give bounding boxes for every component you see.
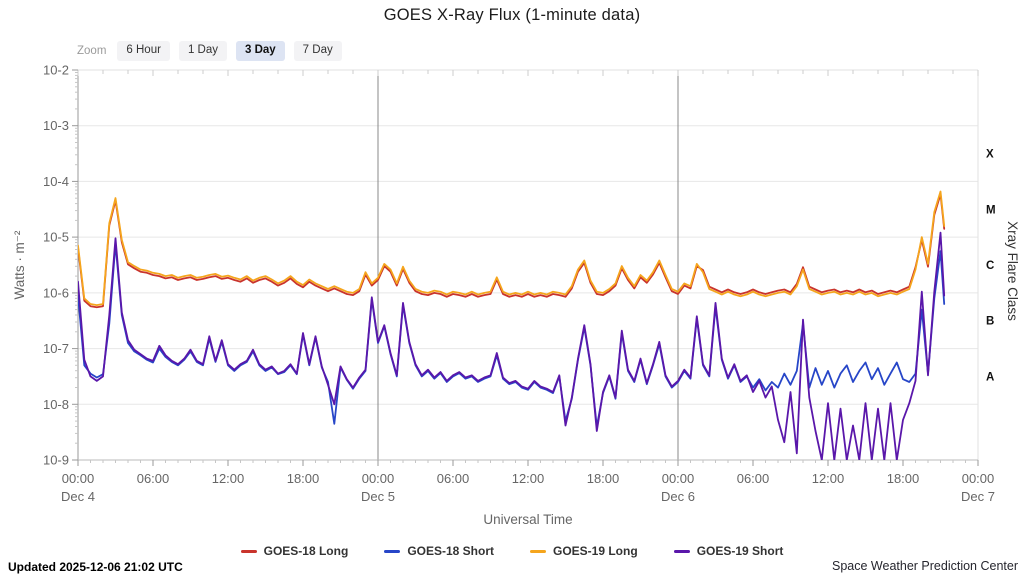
credit-text: Space Weather Prediction Center [832, 559, 1018, 573]
svg-text:10-3: 10-3 [43, 118, 69, 133]
legend-item-goes-19-short[interactable]: GOES-19 Short [673, 544, 784, 558]
legend-swatch-goes-19-short [673, 549, 690, 553]
svg-text:12:00: 12:00 [512, 471, 545, 486]
zoom-controls: Zoom 6 Hour 1 Day 3 Day 7 Day [77, 41, 342, 61]
svg-text:Dec 5: Dec 5 [361, 489, 395, 504]
x-axis-labels: 00:00 Dec 4 06:00 12:00 18:00 00:00 Dec 5 06:00… [61, 471, 995, 504]
svg-text:10-7: 10-7 [43, 341, 69, 356]
zoom-label: Zoom [77, 44, 107, 57]
legend-item-goes-19-long[interactable]: GOES-19 Long [530, 544, 638, 558]
svg-text:06:00: 06:00 [137, 471, 170, 486]
svg-text:10-4: 10-4 [43, 174, 69, 189]
svg-text:10-2: 10-2 [43, 63, 69, 78]
legend-item-goes-18-long[interactable]: GOES-18 Long [240, 544, 349, 558]
svg-text:10-9: 10-9 [43, 453, 69, 468]
legend-swatch-goes-18-long [240, 549, 257, 553]
zoom-button-7-day[interactable]: 7 Day [293, 41, 342, 61]
zoom-button-6-hour[interactable]: 6 Hour [117, 41, 170, 61]
updated-timestamp: Updated 2025-12-06 21:02 UTC [8, 560, 183, 574]
svg-text:Dec 4: Dec 4 [61, 489, 95, 504]
legend-label: GOES-19 Short [696, 544, 784, 558]
legend-swatch-goes-18-short [384, 549, 401, 553]
svg-text:06:00: 06:00 [737, 471, 770, 486]
page-title: GOES X-Ray Flux (1-minute data) [383, 6, 641, 24]
plot-gridlines [78, 69, 979, 460]
series-goes-18-short [78, 242, 946, 428]
svg-text:06:00: 06:00 [437, 471, 470, 486]
svg-text:18:00: 18:00 [587, 471, 620, 486]
svg-text:00:00: 00:00 [62, 471, 95, 486]
svg-text:Dec 6: Dec 6 [661, 489, 695, 504]
svg-text:00:00: 00:00 [362, 471, 395, 486]
y2-axis-title: Xray Flare Class [1005, 221, 1020, 321]
x-axis-title: Universal Time [483, 512, 572, 527]
svg-text:B: B [986, 316, 994, 328]
zoom-button-1-day[interactable]: 1 Day [178, 41, 227, 61]
legend-swatch-goes-19-long [530, 549, 546, 553]
svg-text:18:00: 18:00 [887, 471, 920, 486]
svg-text:C: C [986, 260, 994, 272]
y-axis-labels: 10-2 10-3 10-4 10-5 10-6 10-7 10-8 10-9 [43, 63, 69, 468]
y-axis-title: Watts · m⁻² [12, 230, 27, 299]
svg-text:A: A [986, 371, 994, 383]
series-goes-19-long [78, 190, 946, 306]
svg-text:10-5: 10-5 [43, 230, 69, 245]
svg-text:12:00: 12:00 [812, 471, 845, 486]
svg-text:18:00: 18:00 [287, 471, 320, 486]
flare-class-labels: X M C B A [986, 149, 996, 384]
xray-flux-chart: 10-2 10-3 10-4 10-5 10-6 10-7 10-8 10-9 00:00 Dec… [12, 63, 1020, 528]
legend-item-goes-18-short[interactable]: GOES-18 Short [384, 544, 494, 558]
day-separator-lines [377, 70, 679, 460]
svg-text:00:00: 00:00 [962, 471, 995, 486]
svg-text:10-6: 10-6 [43, 285, 69, 300]
svg-text:Dec 7: Dec 7 [961, 489, 995, 504]
series-goes-19-short [78, 231, 946, 460]
legend-label: GOES-19 Long [553, 544, 638, 558]
svg-text:12:00: 12:00 [212, 471, 245, 486]
svg-text:00:00: 00:00 [662, 471, 695, 486]
legend-label: GOES-18 Long [263, 544, 349, 558]
axes-and-ticks [72, 69, 979, 466]
svg-text:X: X [986, 149, 994, 161]
zoom-button-3-day[interactable]: 3 Day [235, 41, 285, 61]
svg-text:10-8: 10-8 [43, 397, 69, 412]
svg-text:M: M [986, 204, 996, 216]
legend-label: GOES-18 Short [407, 544, 494, 558]
chart-legend: GOES-18 Long GOES-18 Short GOES-19 Long GOE… [0, 544, 1024, 558]
